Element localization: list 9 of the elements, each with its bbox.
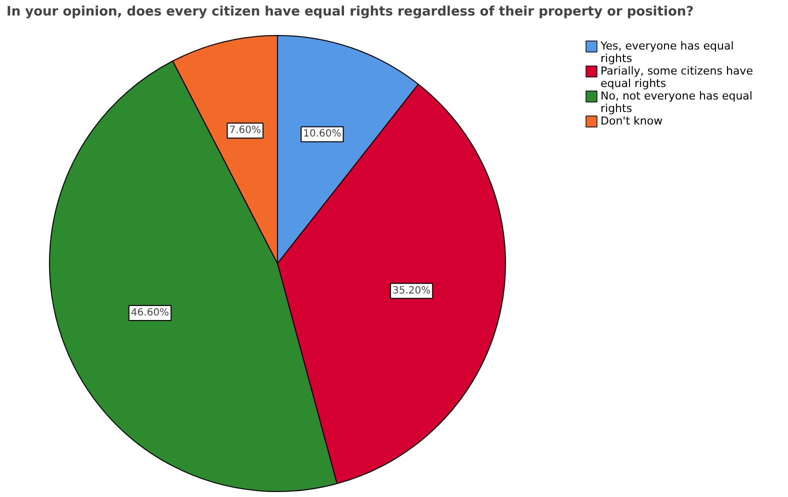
legend-label: Yes, everyone has equal rights bbox=[600, 40, 734, 65]
legend-label: No, not everyone has equal rights bbox=[600, 90, 752, 115]
legend-label: Don't know bbox=[600, 114, 663, 128]
data-label: 7.60% bbox=[229, 125, 262, 136]
data-label: 10.60% bbox=[303, 128, 342, 140]
data-label: 35.20% bbox=[392, 285, 431, 296]
legend-label: Parially, some citizens have equal rights bbox=[600, 64, 754, 90]
data-label: 46.60% bbox=[130, 308, 170, 319]
chart-title: In your opinion, does every citizen have equal rights regardless of their property or position? bbox=[6, 4, 694, 20]
